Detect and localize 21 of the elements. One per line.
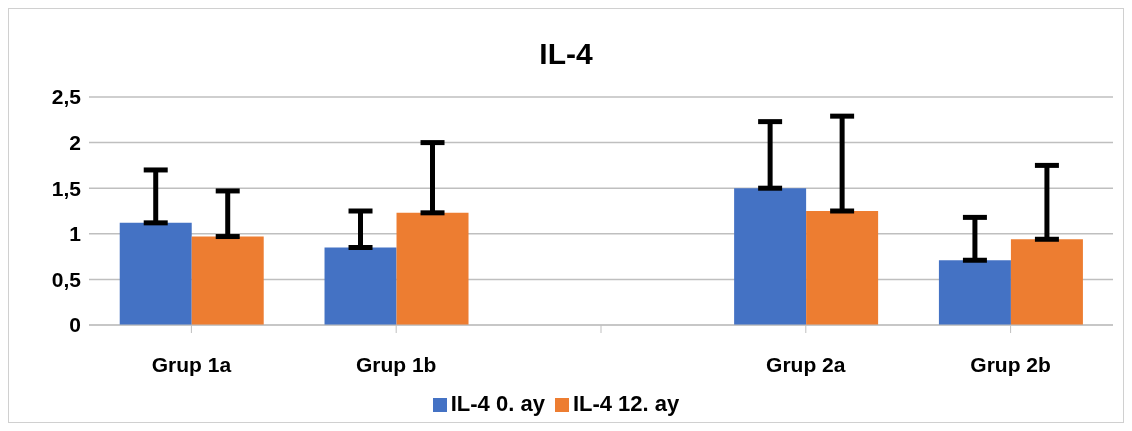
bar — [324, 247, 397, 325]
x-tick-label: Grup 1a — [151, 352, 232, 376]
y-tick-label: 2 — [69, 131, 81, 155]
bar — [191, 236, 264, 325]
y-tick-label: 1 — [69, 222, 82, 246]
y-tick-label: 2,5 — [51, 85, 82, 109]
legend-label: IL-4 12. ay — [572, 391, 680, 416]
bar — [1010, 239, 1083, 325]
y-tick-label: 0,5 — [51, 267, 82, 291]
chart-title: IL-4 — [538, 36, 594, 72]
bar — [806, 211, 879, 325]
y-tick-label: 1,5 — [51, 176, 82, 200]
bar — [938, 260, 1011, 325]
bar — [119, 222, 192, 325]
x-tick-label: Grup 2a — [766, 352, 846, 376]
x-tick-label: Grup 1b — [355, 352, 437, 376]
y-tick-label: 0 — [69, 313, 81, 337]
legend-label: IL-4 0. ay — [450, 391, 545, 416]
bar — [396, 212, 469, 325]
x-tick-label: Grup 2b — [970, 352, 1051, 376]
bar — [734, 188, 807, 325]
